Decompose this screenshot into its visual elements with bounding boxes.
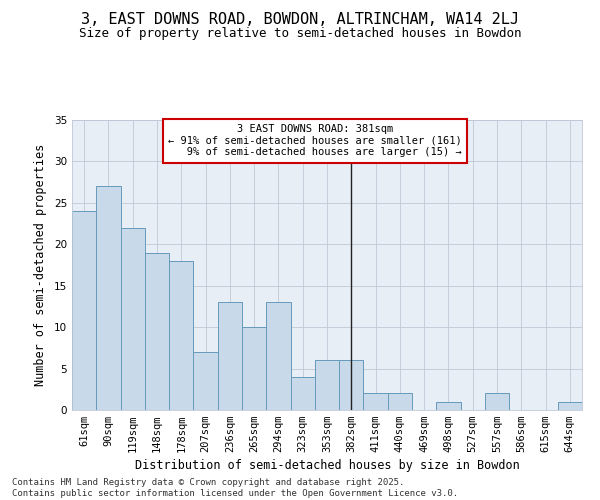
Text: 3, EAST DOWNS ROAD, BOWDON, ALTRINCHAM, WA14 2LJ: 3, EAST DOWNS ROAD, BOWDON, ALTRINCHAM, … [81, 12, 519, 28]
Bar [72, 211, 96, 410]
Bar [96, 186, 121, 410]
Bar [485, 394, 509, 410]
Bar [364, 394, 388, 410]
Bar [339, 360, 364, 410]
Bar [193, 352, 218, 410]
Bar [169, 261, 193, 410]
Text: Size of property relative to semi-detached houses in Bowdon: Size of property relative to semi-detach… [79, 28, 521, 40]
Bar [290, 377, 315, 410]
Bar [388, 394, 412, 410]
Bar [121, 228, 145, 410]
Bar [558, 402, 582, 410]
Text: 3 EAST DOWNS ROAD: 381sqm
← 91% of semi-detached houses are smaller (161)
   9% : 3 EAST DOWNS ROAD: 381sqm ← 91% of semi-… [168, 124, 462, 158]
Bar [218, 302, 242, 410]
Bar [242, 327, 266, 410]
Bar [145, 252, 169, 410]
X-axis label: Distribution of semi-detached houses by size in Bowdon: Distribution of semi-detached houses by … [134, 460, 520, 472]
Y-axis label: Number of semi-detached properties: Number of semi-detached properties [34, 144, 47, 386]
Bar [266, 302, 290, 410]
Text: Contains HM Land Registry data © Crown copyright and database right 2025.
Contai: Contains HM Land Registry data © Crown c… [12, 478, 458, 498]
Bar [436, 402, 461, 410]
Bar [315, 360, 339, 410]
